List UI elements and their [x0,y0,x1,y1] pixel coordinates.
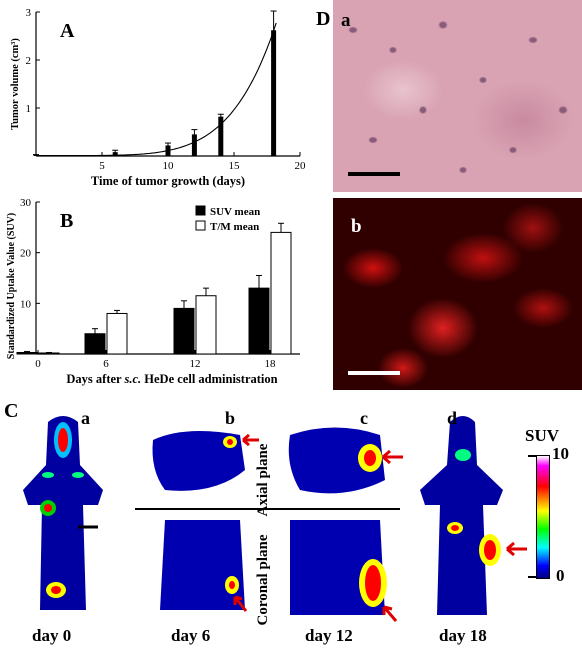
bar-tm [270,231,292,355]
colorbar-title: SUV [525,426,560,445]
bar [218,116,224,156]
bar-tm [38,352,60,355]
panel-c-letter: C [4,400,19,422]
colorbar-tick-min [528,576,536,578]
y-tick-label: 3 [26,7,32,19]
panel-c-sub-b: b [225,408,236,428]
y-tick-label: 1 [26,103,32,115]
pet-axial-day12: c [285,408,403,510]
scale-bar [348,172,400,176]
x-tick-label: 0 [35,358,41,370]
red-arrow-icon [233,595,248,612]
bar [271,30,277,157]
panel-c-sub-c: c [360,408,368,428]
chart-b: 10 20 30 0 6 12 18 SUV mean T/M mean B Days after … [6,197,300,386]
panel-d-sub-b: b [351,216,362,237]
y-axis-label: Tumor volume (cm³) [10,38,21,130]
bar-suv [173,307,195,355]
bar [191,134,197,156]
day-label-6: day 6 [171,626,211,645]
x-tick-label: 15 [229,160,241,172]
panel-b: 10 20 30 0 6 12 18 SUV mean T/M mean B Days after … [0,190,310,390]
pet-image-day0: a [18,408,108,620]
x-tick-label: 12 [190,358,201,370]
legend-swatch [195,205,206,216]
red-arrow-icon [506,542,527,556]
pet-coronal-day6 [150,515,250,620]
red-arrow-icon [242,434,259,446]
x-tick-label: 18 [265,358,277,370]
legend-swatch [195,220,206,231]
panel-b-letter: B [60,210,73,232]
panel-a: 1 2 3 5 10 15 20 A Time of tumor growth (days) Tu… [0,0,310,195]
colorbar-max-label: 10 [552,444,569,463]
plane-divider [135,508,400,510]
x-axis-label: Days after s.c. HeDe cell administration [66,372,277,386]
panel-c-sub-d: d [447,408,458,428]
panel-d-sub-a: a [341,10,351,31]
scale-bar [348,371,400,375]
bar-tm [195,295,217,355]
colorbar-min-label: 0 [556,566,565,585]
y-tick-label: 2 [26,55,32,67]
day-label-12: day 12 [305,626,353,645]
y-tick-label: 30 [20,197,32,209]
legend-label: SUV mean [210,206,260,218]
pet-axial-scan-day6 [152,431,245,491]
x-tick-label: 6 [103,358,109,370]
x-axis-label: Time of tumor growth (days) [91,174,245,188]
panel-a-letter: A [60,20,75,42]
pet-body-day0 [23,416,103,610]
pet-image-day18: d [415,408,527,625]
y-axis-label: Standardized Uptake Value (SUV) [6,213,17,359]
colorbar [536,455,550,579]
coronal-plane-label: Coronal plane [255,534,271,626]
pet-body-day18 [420,416,503,615]
panel-c-sub-a: a [81,408,90,428]
pet-axial-scan-day12 [288,427,385,494]
day-label-18: day 18 [439,626,487,645]
bar-tm [106,312,128,355]
colorbar-tick-max [528,455,536,457]
pet-coronal-scan-day6 [160,520,245,610]
y-tick-label: 20 [20,248,32,260]
pet-axial-day6: b [145,408,259,510]
legend-label: T/M mean [210,221,259,233]
fluorescence-image: b [333,198,582,390]
panel-d-letter: D [316,8,331,30]
day-label-0: day 0 [32,626,72,645]
bar-suv [84,333,106,355]
red-arrow-icon [382,450,403,464]
pet-coronal-day12 [285,515,400,625]
bar-suv [248,287,270,355]
pet-coronal-scan-day12 [290,520,387,615]
x-tick-label: 20 [295,160,307,172]
bar [165,145,171,156]
bar-suv [16,351,38,355]
chart-a: 1 2 3 5 10 15 20 A Time of tumor growth (days) Tu… [10,7,307,188]
red-arrow-icon [382,605,398,622]
x-tick-label: 10 [163,160,175,172]
x-tick-label: 5 [99,160,105,172]
he-stain-image: a [333,0,582,192]
fit-curve [36,22,277,157]
y-tick-label: 10 [20,298,32,310]
